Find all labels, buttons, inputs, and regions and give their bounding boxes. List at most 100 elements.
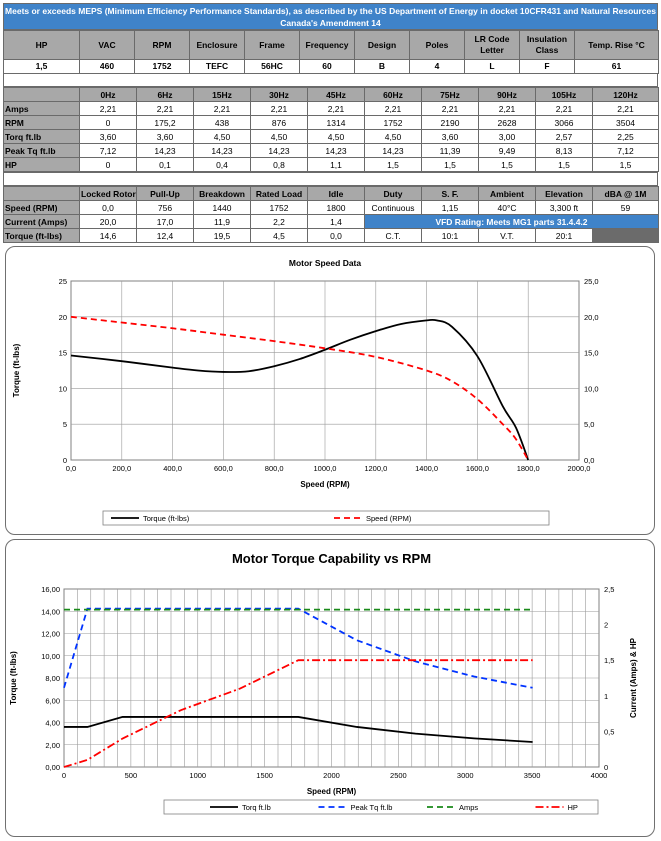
performance-header: Rated Load bbox=[250, 186, 308, 201]
nameplate-header: HP bbox=[3, 30, 80, 60]
y2-tick-label: 25,0 bbox=[584, 277, 599, 286]
nameplate-value-row: 1,5 460 1752 TEFC 56HC 60 B 4 L F 61 bbox=[3, 59, 659, 74]
row-label: Speed (RPM) bbox=[3, 200, 80, 215]
nameplate-value: 61 bbox=[574, 59, 659, 74]
meps-banner-text: Meets or exceeds MEPS (Minimum Efficienc… bbox=[5, 5, 656, 28]
speed-chart: 0 5 10 15 20 25 0,0 5,0 10,0 15,0 20,0 25,0 0,0 200,0… bbox=[12, 258, 599, 526]
cell: 11,9 bbox=[193, 214, 251, 229]
frequency-table: 0Hz 6Hz 15Hz 30Hz 45Hz 60Hz 75Hz 90Hz 10… bbox=[3, 87, 659, 172]
cell: 2,21 bbox=[421, 101, 479, 116]
cell: 40°C bbox=[478, 200, 536, 215]
y-tick-label: 8,00 bbox=[45, 674, 60, 683]
nameplate-header: LR Code Letter bbox=[464, 30, 520, 60]
cell: 17,0 bbox=[136, 214, 194, 229]
cell: 2,57 bbox=[535, 129, 593, 144]
x-tick-label: 200,0 bbox=[112, 464, 131, 473]
nameplate-value: B bbox=[354, 59, 410, 74]
nameplate-value: 460 bbox=[79, 59, 135, 74]
nameplate-value: L bbox=[464, 59, 520, 74]
cell: 2,21 bbox=[250, 101, 308, 116]
cell: 3,60 bbox=[421, 129, 479, 144]
cell: 1,1 bbox=[307, 157, 365, 172]
cell: Continuous bbox=[364, 200, 422, 215]
cell: 2,25 bbox=[592, 129, 659, 144]
y2-tick-label: 0,0 bbox=[584, 456, 594, 465]
frequency-row-hp: HP 0 0,1 0,4 0,8 1,1 1,5 1,5 1,5 1,5 1,5 bbox=[3, 157, 659, 172]
frequency-header: 6Hz bbox=[136, 87, 194, 102]
series-line-peak-tq-ft-lb bbox=[63, 607, 533, 689]
y2-tick-label: 2 bbox=[604, 621, 608, 630]
x-tick-label: 0 bbox=[62, 771, 66, 780]
row-label: Current (Amps) bbox=[3, 214, 80, 229]
x-tick-label: 3000 bbox=[457, 771, 474, 780]
row-label: HP bbox=[3, 157, 80, 172]
cell: 19,5 bbox=[193, 228, 251, 243]
nameplate-value: TEFC bbox=[189, 59, 245, 74]
y2-tick-label: 1 bbox=[604, 692, 608, 701]
performance-header: Idle bbox=[307, 186, 365, 201]
x-tick-label: 2000,0 bbox=[568, 464, 591, 473]
x-tick-label: 1200,0 bbox=[364, 464, 387, 473]
row-label: Peak Tq ft.lb bbox=[3, 143, 80, 158]
y-tick-label: 10 bbox=[59, 384, 67, 393]
cell: 2,21 bbox=[193, 101, 251, 116]
y-axis-title: Torque (ft-lbs) bbox=[12, 343, 21, 397]
nameplate-value: 60 bbox=[299, 59, 355, 74]
frequency-row-rpm: RPM 0 175,2 438 876 1314 1752 2190 2628 … bbox=[3, 115, 659, 130]
nameplate-value: 56HC bbox=[244, 59, 300, 74]
cell: 20,0 bbox=[79, 214, 137, 229]
cell: 2,21 bbox=[478, 101, 536, 116]
y2-tick-label: 0,5 bbox=[604, 727, 614, 736]
cell: 2,21 bbox=[364, 101, 422, 116]
nameplate-value: 1752 bbox=[134, 59, 190, 74]
cell: 438 bbox=[193, 115, 251, 130]
y-tick-label: 25 bbox=[59, 277, 67, 286]
nameplate-header: RPM bbox=[134, 30, 190, 60]
y-tick-label: 10,00 bbox=[41, 652, 60, 661]
legend-label: Peak Tq ft.lb bbox=[351, 803, 393, 812]
cell: 0,0 bbox=[307, 228, 365, 243]
cell: 0,0 bbox=[79, 200, 137, 215]
cell: 3,60 bbox=[136, 129, 194, 144]
cell: 1440 bbox=[193, 200, 251, 215]
performance-row-speed: Speed (RPM) 0,0 756 1440 1752 1800 Conti… bbox=[3, 200, 659, 215]
x-tick-label: 400,0 bbox=[163, 464, 182, 473]
y2-tick-label: 10,0 bbox=[584, 384, 599, 393]
cell: 0,1 bbox=[136, 157, 194, 172]
performance-header: dBA @ 1M bbox=[592, 186, 659, 201]
chart-title: Motor Speed Data bbox=[289, 258, 362, 268]
cell: 3,00 bbox=[478, 129, 536, 144]
series-line-speed-rpm bbox=[70, 315, 529, 461]
y-tick-label: 20 bbox=[59, 313, 67, 322]
cell: 1,15 bbox=[421, 200, 479, 215]
cell: 1,5 bbox=[364, 157, 422, 172]
y-tick-label: 2,00 bbox=[45, 741, 60, 750]
x-tick-label: 2000 bbox=[323, 771, 340, 780]
y2-tick-label: 0 bbox=[604, 763, 608, 772]
x-tick-label: 2500 bbox=[390, 771, 407, 780]
vfd-rating: VFD Rating: Meets MG1 parts 31.4.4.2 bbox=[364, 214, 659, 229]
cell: 14,23 bbox=[364, 143, 422, 158]
frequency-row-torque: Torq ft.lb 3,60 3,60 4,50 4,50 4,50 4,50… bbox=[3, 129, 659, 144]
y-tick-label: 5 bbox=[63, 420, 67, 429]
frequency-header: 0Hz bbox=[79, 87, 137, 102]
cell: 756 bbox=[136, 200, 194, 215]
row-label: Torque (ft-lbs) bbox=[3, 228, 80, 243]
cell: 14,6 bbox=[79, 228, 137, 243]
cell: 14,23 bbox=[307, 143, 365, 158]
meps-banner: Meets or exceeds MEPS (Minimum Efficienc… bbox=[3, 3, 658, 30]
nameplate-header: Insulation Class bbox=[519, 30, 575, 60]
legend-label: Speed (RPM) bbox=[366, 514, 412, 523]
x-tick-label: 1500 bbox=[256, 771, 273, 780]
y2-tick-label: 1,5 bbox=[604, 656, 614, 665]
nameplate-table: HP VAC RPM Enclosure Frame Frequency Des… bbox=[3, 30, 659, 74]
speed-chart-panel: 0 5 10 15 20 25 0,0 5,0 10,0 15,0 20,0 25,0 0,0 200,0… bbox=[5, 246, 655, 535]
x-tick-label: 1000,0 bbox=[314, 464, 337, 473]
nameplate-value: F bbox=[519, 59, 575, 74]
frequency-header: 45Hz bbox=[307, 87, 365, 102]
cell: 1,5 bbox=[478, 157, 536, 172]
y-tick-label: 0,00 bbox=[45, 763, 60, 772]
frequency-header: 15Hz bbox=[193, 87, 251, 102]
cell: 2628 bbox=[478, 115, 536, 130]
cell: 7,12 bbox=[592, 143, 659, 158]
